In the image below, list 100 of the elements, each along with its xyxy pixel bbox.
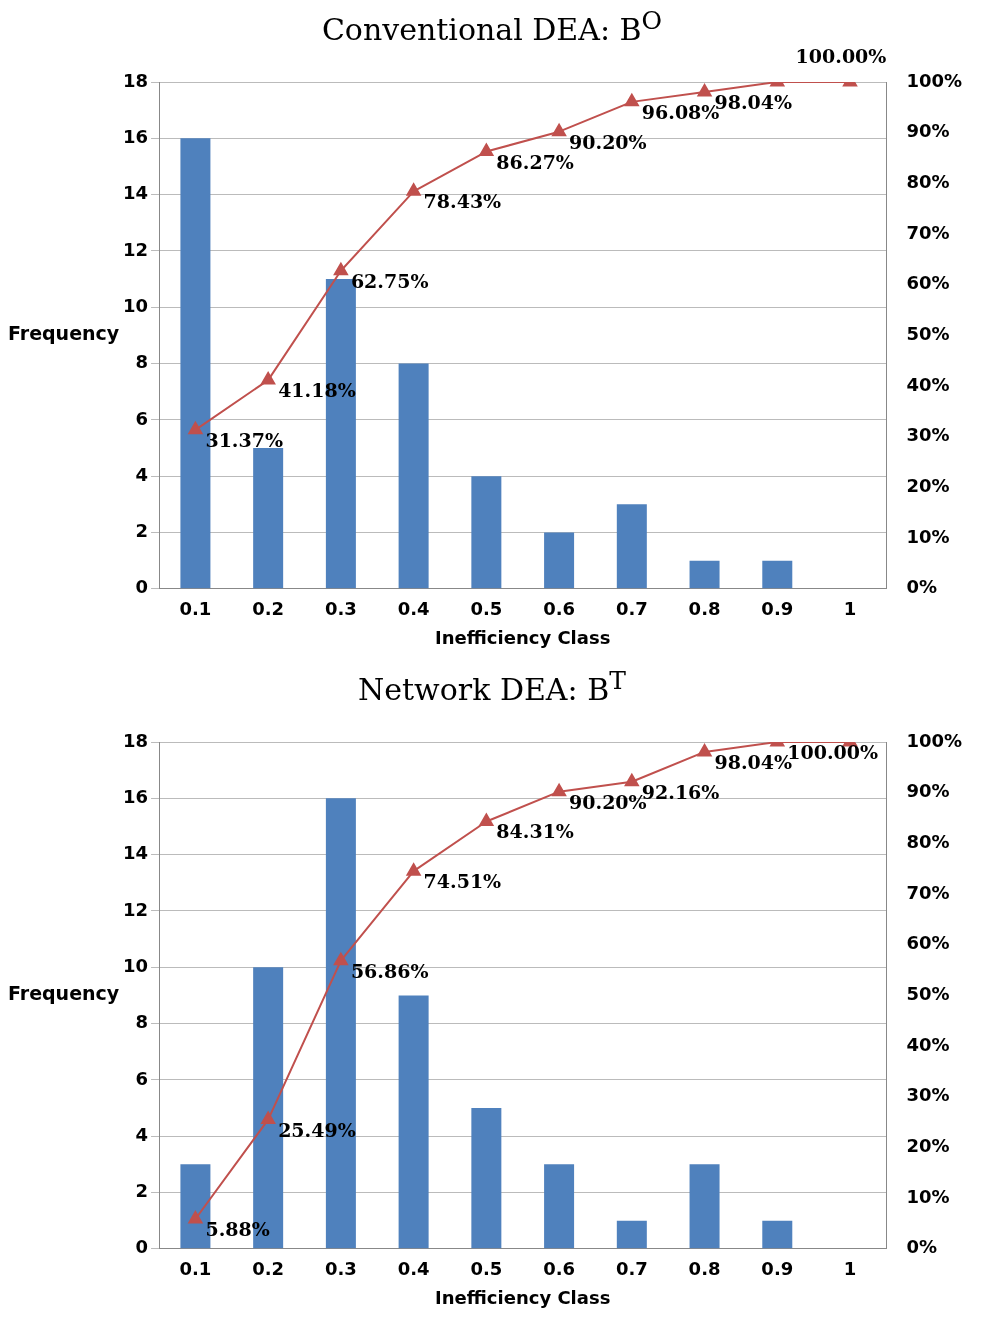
data-label: 100.00%: [795, 44, 887, 67]
bar: [544, 1164, 575, 1249]
point: [261, 1111, 276, 1125]
y2-tick-label: 90%: [906, 120, 950, 142]
x-tick-label: 0.7: [615, 598, 648, 620]
y2-tick-label: 40%: [906, 373, 950, 395]
y-tick-label: 8: [135, 1011, 149, 1033]
y-tick-label: 12: [122, 898, 149, 920]
x-tick-label: 0.4: [397, 598, 430, 620]
y-tick-label: 14: [122, 842, 149, 864]
y-tick-label: 4: [135, 1123, 149, 1145]
x-tick-label: 0.8: [688, 1258, 721, 1280]
point: [552, 783, 567, 797]
point: [333, 952, 348, 966]
y2-tick-label: 10%: [906, 1185, 950, 1207]
x-tick-label: 1: [843, 1258, 857, 1280]
x-axis-title: Inefficiency Class: [435, 626, 611, 648]
y2-tick-label: 80%: [906, 171, 950, 193]
y-tick-label: 6: [135, 1067, 149, 1089]
y2-tick-label: 30%: [906, 424, 950, 446]
y-tick-label: 8: [135, 351, 149, 373]
point: [479, 143, 494, 157]
bar: [616, 504, 647, 589]
point: [261, 372, 276, 385]
y-tick-label: 0: [135, 576, 149, 598]
x-tick-label: 0.6: [543, 598, 576, 620]
y-tick-label: 16: [122, 785, 149, 807]
x-axis-title: Inefficiency Class: [435, 1286, 611, 1308]
bar: [471, 476, 502, 589]
bar: [398, 995, 429, 1249]
y-axis-title: Frequency: [8, 322, 120, 345]
bar: [616, 1220, 647, 1249]
x-tick-label: 0.9: [761, 1258, 794, 1280]
y2-tick-label: 70%: [906, 221, 950, 243]
chart-title: Network DEA: B$^{T}$: [357, 665, 627, 707]
y2-tick-label: 30%: [906, 1084, 950, 1106]
data-label: 86.27%: [496, 150, 574, 173]
y-tick-label: 12: [122, 238, 149, 260]
bar: [398, 363, 429, 589]
point: [406, 183, 421, 196]
bar: [689, 560, 720, 589]
data-label: 62.75%: [350, 269, 429, 292]
y2-tick-label: 100%: [906, 729, 962, 751]
y2-tick-label: 40%: [906, 1033, 950, 1055]
point: [697, 83, 712, 97]
x-tick-label: 0.3: [324, 1258, 357, 1280]
y2-tick-label: 10%: [906, 525, 950, 547]
x-tick-label: 0.1: [179, 598, 212, 620]
y-axis-title: Frequency: [8, 982, 120, 1005]
point: [697, 743, 712, 757]
y-tick-label: 2: [135, 520, 149, 542]
point: [479, 813, 494, 827]
y2-tick-label: 50%: [906, 323, 950, 345]
y-tick-label: 18: [122, 729, 149, 751]
x-tick-label: 0.3: [324, 598, 357, 620]
y2-tick-label: 0%: [906, 576, 937, 598]
y-tick-label: 6: [135, 407, 149, 429]
bar: [689, 1164, 720, 1249]
x-tick-label: 0.1: [179, 1258, 212, 1280]
point: [624, 93, 639, 107]
x-tick-label: 1: [843, 598, 857, 620]
y2-tick-label: 80%: [906, 831, 950, 853]
y-tick-label: 10: [122, 294, 149, 316]
data-label: 78.43%: [423, 190, 502, 213]
y2-tick-label: 20%: [906, 1135, 950, 1157]
bar: [471, 1108, 502, 1249]
point: [406, 863, 421, 876]
x-tick-label: 0.5: [470, 598, 503, 620]
y2-tick-label: 50%: [906, 983, 950, 1005]
point: [552, 123, 567, 137]
chart-title: Conventional DEA: B$^{O}$: [320, 5, 664, 47]
x-tick-label: 0.4: [397, 1258, 430, 1280]
x-tick-label: 0.2: [252, 598, 285, 620]
y2-tick-label: 90%: [906, 780, 950, 802]
y-tick-label: 2: [135, 1180, 149, 1202]
y2-tick-label: 100%: [906, 69, 962, 91]
x-tick-label: 0.2: [252, 1258, 285, 1280]
y-tick-label: 16: [122, 125, 149, 147]
x-tick-label: 0.7: [615, 1258, 648, 1280]
data-label: 84.31%: [496, 820, 574, 843]
bar: [544, 532, 575, 589]
y2-tick-label: 20%: [906, 475, 950, 497]
y-tick-label: 4: [135, 463, 149, 485]
y2-tick-label: 60%: [906, 272, 950, 294]
y2-tick-label: 60%: [906, 932, 950, 954]
y-tick-label: 10: [122, 954, 149, 976]
point: [188, 421, 203, 435]
x-tick-label: 0.6: [543, 1258, 576, 1280]
point: [188, 1211, 203, 1224]
y2-tick-label: 0%: [906, 1236, 937, 1258]
x-tick-label: 0.5: [470, 1258, 503, 1280]
x-tick-label: 0.9: [761, 598, 794, 620]
data-label: 90.20%: [569, 130, 647, 153]
y-tick-label: 14: [122, 182, 149, 204]
y2-tick-label: 70%: [906, 881, 950, 903]
point: [333, 262, 348, 276]
bar: [253, 448, 284, 589]
data-label: 74.51%: [423, 870, 502, 893]
y-tick-label: 18: [122, 69, 149, 91]
bar: [762, 560, 793, 589]
